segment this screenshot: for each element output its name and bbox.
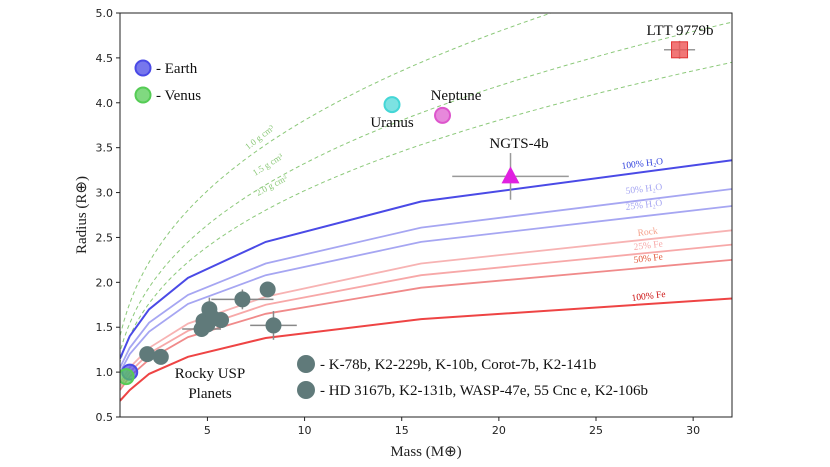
ltt-9779b-label: LTT 9779b — [646, 23, 713, 39]
solar-planet-uranus — [383, 96, 401, 114]
usp-legend-marker — [297, 381, 315, 399]
x-tick-label: 25 — [589, 424, 603, 437]
x-tick-label: 10 — [298, 424, 312, 437]
x-tick-label: 30 — [686, 424, 700, 437]
data-points — [120, 40, 696, 386]
composition-label: 25% Fe — [633, 239, 663, 252]
usp-legend-marker — [297, 355, 315, 373]
usp-planet-point — [139, 346, 156, 363]
legend-text-venus: - Venus — [156, 88, 201, 104]
composition-curve — [120, 205, 732, 373]
composition-label: 25% H₂O — [625, 199, 663, 213]
composition-label: 100% Fe — [631, 290, 666, 304]
usp-label-line1: Rocky USP — [175, 366, 245, 382]
usp-planet-point — [259, 281, 276, 298]
density-curve — [120, 61, 732, 365]
usp-planet-point — [152, 348, 169, 365]
y-tick-label: 2.0 — [96, 276, 114, 289]
plot-frame — [119, 12, 733, 418]
usp-planet-point — [213, 312, 230, 329]
y-tick-label: 3.0 — [96, 187, 114, 200]
y-tick-label: 5.0 — [96, 7, 114, 20]
y-tick-label: 4.5 — [96, 52, 114, 65]
density-label: 2.0 g cm³ — [254, 173, 289, 198]
ngts-4b-marker — [501, 166, 520, 184]
y-tick-label: 1.0 — [96, 366, 114, 379]
usp-legend-text: - K-78b, K2-229b, K-10b, Corot-7b, K2-14… — [320, 357, 596, 373]
usp-legend-text: - HD 3167b, K2-131b, WASP-47e, 55 Cnc e,… — [320, 383, 648, 399]
legend-text-earth: - Earth — [156, 61, 198, 77]
density-curve — [120, 21, 732, 355]
solar-planet-venus — [120, 368, 135, 386]
axis-ticks: 5 10 15 20 25 30 0.5 1.0 1.5 2.0 2.5 3.0 3.5 4.0 4.5 5.… — [96, 7, 701, 437]
y-tick-label: 3.5 — [96, 142, 114, 155]
y-axis-label: Radius (R⊕) — [74, 176, 90, 254]
density-label: 1.5 g cm³ — [251, 151, 285, 178]
usp-label-line2: Planets — [188, 386, 231, 402]
y-tick-label: 0.5 — [96, 411, 114, 424]
y-tick-label: 2.5 — [96, 231, 114, 244]
x-tick-label: 5 — [204, 424, 211, 437]
density-curve — [120, 13, 553, 339]
composition-label: 50% H₂O — [625, 183, 663, 197]
usp-planet-point — [265, 317, 282, 334]
legend-marker-earth — [134, 59, 152, 77]
usp-planet-point — [234, 291, 251, 308]
density-curves — [120, 13, 732, 365]
composition-curve — [120, 159, 732, 359]
x-tick-label: 15 — [395, 424, 409, 437]
x-tick-label: 20 — [492, 424, 506, 437]
solar-planet-neptune — [434, 106, 452, 124]
x-axis-label: Mass (M⊕) — [390, 444, 461, 460]
y-tick-label: 1.5 — [96, 321, 114, 334]
neptune-label: Neptune — [431, 88, 482, 104]
legend-marker-venus — [134, 86, 152, 104]
composition-label: Rock — [637, 227, 658, 239]
uranus-label: Uranus — [370, 115, 413, 131]
composition-curve — [120, 297, 732, 402]
y-tick-label: 4.0 — [96, 97, 114, 110]
composition-label: 50% Fe — [633, 252, 663, 265]
composition-curve — [120, 188, 732, 368]
ltt-9779b-marker — [671, 41, 689, 59]
ngts-4b-label: NGTS-4b — [489, 136, 548, 152]
density-label: 1.0 g cm³ — [243, 123, 276, 152]
